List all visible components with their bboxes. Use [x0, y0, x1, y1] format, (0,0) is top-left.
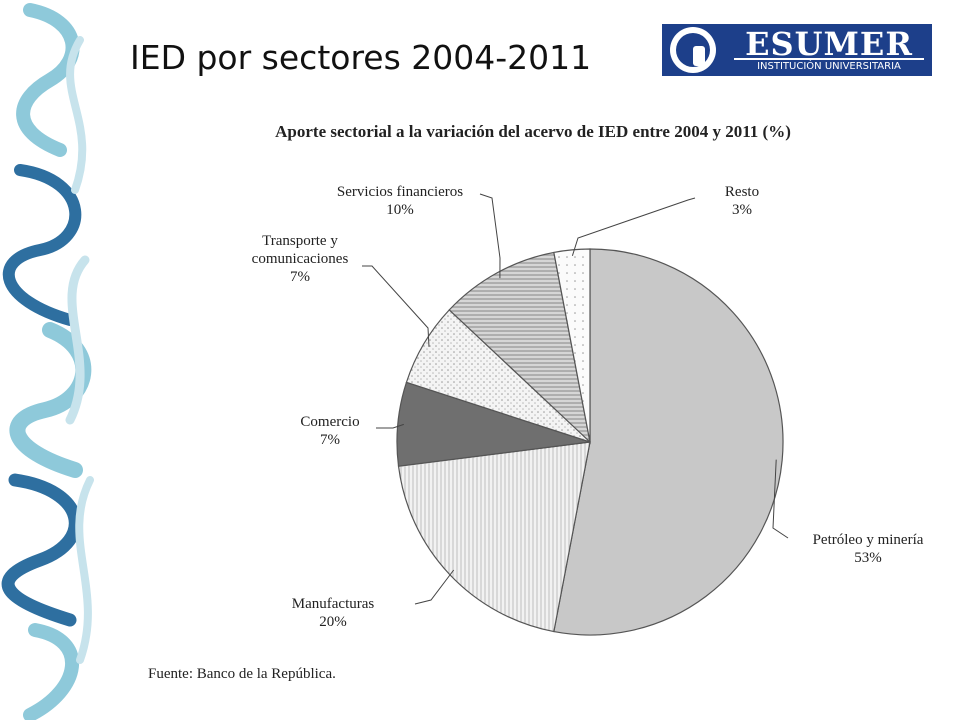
calligraphy-watermark — [0, 0, 110, 720]
slice-name-label: Servicios financieros — [337, 184, 463, 200]
pie-slice — [448, 251, 591, 444]
slice-value-label: 20% — [319, 614, 347, 630]
logo-subtitle: INSTITUCIÓN UNIVERSITARIA — [734, 58, 924, 72]
slice-name-label: Petróleo y minería — [813, 532, 924, 548]
pie-slice — [553, 248, 784, 636]
slice-name-label: comunicaciones — [252, 251, 349, 267]
leader-line — [362, 265, 430, 347]
leader-line — [479, 193, 501, 279]
pie-chart: Aporte sectorial a la variación del acer… — [252, 122, 924, 636]
leader-line — [414, 569, 455, 605]
leader-line — [376, 423, 404, 429]
slice-name-label: Transporte y — [262, 233, 338, 249]
slice-value-label: 53% — [854, 550, 882, 566]
slice-name-label: Resto — [725, 184, 759, 200]
slice-value-label: 7% — [290, 269, 310, 285]
chart-title: Aporte sectorial a la variación del acer… — [275, 122, 791, 141]
source-note: Fuente: Banco de la República. — [148, 666, 336, 682]
leader-line — [772, 459, 789, 539]
slice-value-label: 3% — [732, 202, 752, 218]
slice-value-label: 10% — [386, 202, 414, 218]
watermark-strokes — [1, 3, 94, 720]
slice-name-label: Comercio — [300, 414, 359, 430]
slice-value-label: 7% — [320, 432, 340, 448]
leader-line — [571, 197, 696, 256]
logo-emblem-icon — [670, 27, 716, 73]
pie-slice — [397, 441, 591, 633]
slice-name-label: Manufacturas — [292, 596, 375, 612]
esumer-logo: ESUMER INSTITUCIÓN UNIVERSITARIA — [662, 24, 932, 76]
slide-title: IED por sectores 2004-2011 — [130, 38, 592, 77]
pie-slice — [553, 248, 591, 443]
logo-name: ESUMER — [745, 25, 913, 63]
